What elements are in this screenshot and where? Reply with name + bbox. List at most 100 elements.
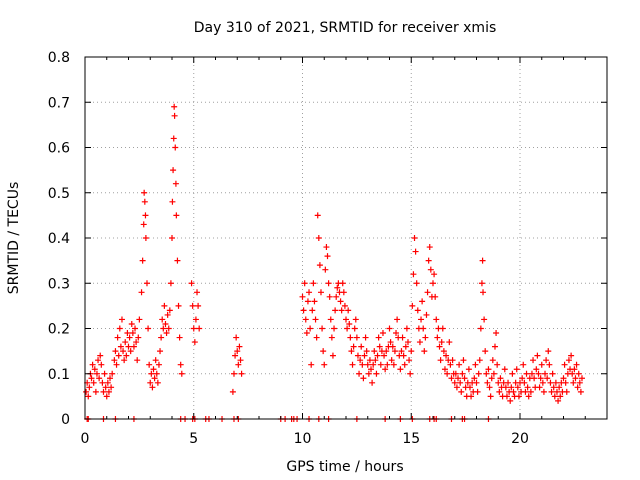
data-point xyxy=(311,298,318,305)
data-point xyxy=(329,352,336,359)
data-point xyxy=(122,339,129,346)
data-point xyxy=(178,370,185,377)
data-point xyxy=(172,180,179,187)
data-point xyxy=(344,325,351,332)
data-point xyxy=(520,361,527,368)
data-point xyxy=(577,388,584,395)
data-point xyxy=(303,330,310,337)
data-point xyxy=(140,221,147,228)
data-point xyxy=(124,330,131,337)
data-point xyxy=(572,375,579,382)
data-point xyxy=(337,298,344,305)
data-point xyxy=(477,325,484,332)
data-point xyxy=(340,289,347,296)
x-axis-label: GPS time / hours xyxy=(286,459,403,475)
data-point xyxy=(304,298,311,305)
data-point xyxy=(397,366,404,373)
data-point xyxy=(472,361,479,368)
y-tick-label: 0 xyxy=(61,412,70,428)
data-point xyxy=(232,352,239,359)
data-point xyxy=(141,189,148,196)
data-point xyxy=(299,293,306,300)
data-point xyxy=(112,348,119,355)
data-point xyxy=(374,352,381,359)
data-point xyxy=(235,361,242,368)
data-point xyxy=(527,388,534,395)
data-point xyxy=(325,280,332,287)
data-point xyxy=(83,388,90,395)
data-point xyxy=(99,379,106,386)
data-point xyxy=(97,352,104,359)
data-point xyxy=(153,370,160,377)
data-point xyxy=(314,212,321,219)
data-point xyxy=(569,370,576,377)
data-point xyxy=(444,370,451,377)
data-point xyxy=(173,212,180,219)
data-point xyxy=(358,343,365,350)
data-point xyxy=(493,330,500,337)
data-point xyxy=(319,325,326,332)
data-point xyxy=(371,348,378,355)
data-point xyxy=(91,366,98,373)
data-point xyxy=(169,198,176,205)
data-point xyxy=(310,280,317,287)
data-point xyxy=(431,271,438,278)
data-point xyxy=(535,370,542,377)
data-point xyxy=(501,366,508,373)
data-point xyxy=(459,370,466,377)
data-point xyxy=(530,357,537,364)
data-point xyxy=(562,379,569,386)
data-point xyxy=(401,361,408,368)
data-point xyxy=(316,262,323,269)
data-point xyxy=(85,393,92,400)
data-point xyxy=(465,366,472,373)
data-point xyxy=(449,357,456,364)
data-point xyxy=(523,370,530,377)
data-point xyxy=(170,135,177,142)
data-point xyxy=(552,379,559,386)
data-point xyxy=(399,334,406,341)
data-point xyxy=(457,379,464,386)
data-point xyxy=(128,320,135,327)
data-point xyxy=(560,375,567,382)
axis-ticks: 0 5 10 15 20 0 0.1 0.2 0.3 0.4 0.5 0.6 0.7 0.8 xyxy=(48,50,607,447)
data-point xyxy=(436,343,443,350)
data-point xyxy=(171,103,178,110)
data-point xyxy=(502,384,509,391)
data-point xyxy=(361,352,368,359)
data-point xyxy=(419,298,426,305)
x-tick-label: 5 xyxy=(189,431,198,447)
data-point xyxy=(132,325,139,332)
data-point xyxy=(540,388,547,395)
data-point xyxy=(553,388,560,395)
data-point xyxy=(547,379,554,386)
data-point xyxy=(160,325,167,332)
data-point xyxy=(139,257,146,264)
data-point xyxy=(448,375,455,382)
data-point xyxy=(382,366,389,373)
data-point xyxy=(525,393,532,400)
data-point xyxy=(486,384,493,391)
data-point xyxy=(393,330,400,337)
data-point xyxy=(548,388,555,395)
data-point xyxy=(433,316,440,323)
data-point xyxy=(338,307,345,314)
data-point xyxy=(331,325,338,332)
data-point xyxy=(563,388,570,395)
data-point xyxy=(451,379,458,386)
data-point xyxy=(402,343,409,350)
data-point xyxy=(107,375,114,382)
data-point xyxy=(195,302,202,309)
data-point xyxy=(95,357,102,364)
data-point xyxy=(461,375,468,382)
data-point xyxy=(425,257,432,264)
data-point xyxy=(312,316,319,323)
data-point xyxy=(574,384,581,391)
data-point xyxy=(192,316,199,323)
data-point xyxy=(320,348,327,355)
data-point xyxy=(166,307,173,314)
data-point xyxy=(108,384,115,391)
data-point xyxy=(363,348,370,355)
data-point xyxy=(411,235,418,241)
data-point xyxy=(455,375,462,382)
